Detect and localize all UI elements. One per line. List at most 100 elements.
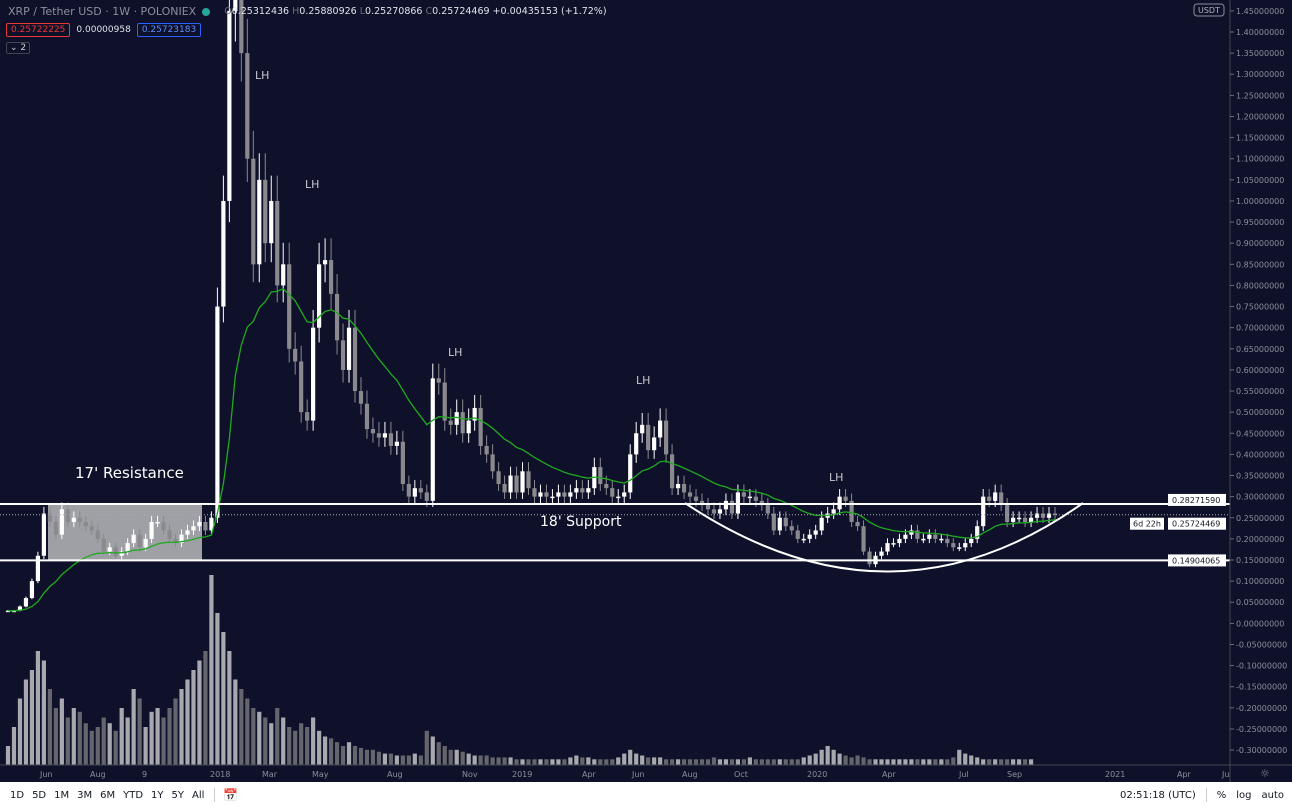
candle-body bbox=[472, 407, 477, 421]
volume-bar bbox=[352, 746, 358, 765]
volume-bar bbox=[801, 757, 806, 765]
range-button-1y[interactable]: 1Y bbox=[151, 789, 164, 801]
price-tick-label: 1.45000000 bbox=[1236, 7, 1284, 16]
volume-bar bbox=[185, 679, 190, 765]
resistance-price-label: 0.28271590 bbox=[1172, 496, 1220, 505]
candle-body bbox=[867, 551, 872, 565]
candle-body bbox=[155, 521, 160, 524]
range-button-all[interactable]: All bbox=[192, 789, 205, 801]
candle-body bbox=[520, 471, 525, 493]
price-tick-label: 0.60000000 bbox=[1236, 366, 1284, 375]
candle-body bbox=[652, 437, 657, 451]
log-toggle[interactable]: log bbox=[1236, 789, 1252, 801]
divider bbox=[1205, 788, 1207, 802]
volume-bar bbox=[532, 759, 537, 765]
volume-bar bbox=[819, 749, 824, 765]
candle-body bbox=[999, 492, 1004, 506]
percent-toggle[interactable]: % bbox=[1216, 789, 1227, 801]
volume-bar bbox=[598, 759, 603, 765]
volume-bar bbox=[939, 759, 944, 765]
price-tick-label: 0.85000000 bbox=[1236, 260, 1284, 269]
candle-body bbox=[508, 475, 513, 493]
candle-body bbox=[777, 517, 782, 531]
candle-body bbox=[598, 467, 603, 484]
candle-body bbox=[311, 327, 316, 421]
volume-bar bbox=[454, 749, 459, 765]
high-value: 0.25880926 bbox=[299, 6, 357, 17]
candle-body bbox=[807, 534, 812, 539]
time-axis-label: Aug bbox=[682, 770, 698, 779]
candle-body bbox=[322, 260, 328, 265]
candle-body bbox=[675, 483, 681, 489]
range-button-1m[interactable]: 1M bbox=[54, 789, 70, 801]
candle-body bbox=[789, 526, 794, 531]
calendar-icon[interactable]: 📅 bbox=[223, 788, 239, 802]
volume-bar bbox=[299, 723, 304, 765]
volume-bar bbox=[687, 759, 693, 765]
range-button-1d[interactable]: 1D bbox=[10, 789, 25, 801]
spread-value: 0.00000958 bbox=[76, 25, 131, 35]
volume-bar bbox=[945, 759, 950, 765]
candle-body bbox=[448, 420, 453, 425]
range-button-5d[interactable]: 5D bbox=[32, 789, 47, 801]
buy-button[interactable]: 0.25723183 bbox=[136, 23, 202, 37]
candle-body bbox=[388, 433, 393, 446]
volume-bar bbox=[927, 759, 932, 765]
range-button-6m[interactable]: 6M bbox=[100, 789, 116, 801]
volume-bar bbox=[807, 755, 812, 765]
price-tick-label: 1.20000000 bbox=[1236, 112, 1284, 121]
price-tick-label: 0.25000000 bbox=[1236, 514, 1284, 523]
volume-bar bbox=[388, 753, 393, 765]
volume-bar bbox=[191, 670, 196, 765]
candle-body bbox=[376, 433, 382, 438]
range-button-5y[interactable]: 5Y bbox=[171, 789, 185, 801]
volume-bar bbox=[538, 759, 543, 765]
candle-body bbox=[167, 530, 172, 539]
price-tick-label: 0.20000000 bbox=[1236, 535, 1284, 544]
candle-body bbox=[658, 420, 663, 438]
price-tick-label: 1.30000000 bbox=[1236, 70, 1284, 79]
candle-body bbox=[101, 538, 106, 552]
candle-body bbox=[65, 509, 70, 522]
candle-body bbox=[945, 538, 950, 544]
candle-body bbox=[1052, 513, 1058, 516]
volume-bar bbox=[891, 759, 896, 765]
range-button-3m[interactable]: 3M bbox=[77, 789, 93, 801]
volume-bar bbox=[747, 757, 752, 765]
volume-bar bbox=[837, 753, 842, 765]
candle-body bbox=[269, 200, 274, 244]
candle-body bbox=[478, 407, 483, 446]
price-tick-label: 1.25000000 bbox=[1236, 91, 1284, 100]
volume-bar bbox=[17, 698, 23, 765]
candle-body bbox=[903, 534, 908, 539]
volume-bar bbox=[125, 717, 130, 765]
candle-body bbox=[622, 492, 627, 497]
candle-body bbox=[670, 454, 675, 489]
price-tick-label: 1.35000000 bbox=[1236, 49, 1284, 58]
candle-body bbox=[879, 551, 884, 556]
indicators-toggle[interactable]: ⌄ 2 bbox=[6, 42, 31, 54]
candle-body bbox=[1011, 517, 1016, 522]
resistance-price-label-bg bbox=[1168, 493, 1226, 506]
price-tick-label: -0.10000000 bbox=[1236, 662, 1287, 671]
volume-bar bbox=[29, 670, 35, 765]
auto-toggle[interactable]: auto bbox=[1261, 789, 1284, 801]
range-button-ytd[interactable]: YTD bbox=[123, 789, 144, 801]
candle-body bbox=[185, 530, 190, 535]
lower-high-label: LH bbox=[448, 346, 462, 359]
clock-readout[interactable]: 02:51:18 (UTC) bbox=[1120, 789, 1196, 801]
candle-body bbox=[412, 488, 417, 497]
candle-body bbox=[538, 492, 543, 497]
volume-bar bbox=[119, 708, 124, 765]
sell-button[interactable]: 0.25722225 bbox=[6, 23, 71, 37]
current-price-label-bg bbox=[1168, 517, 1226, 530]
candle-body bbox=[191, 526, 196, 531]
volume-bar bbox=[586, 757, 591, 765]
volume-bar bbox=[89, 730, 94, 765]
price-tick-label: 0.40000000 bbox=[1236, 450, 1284, 459]
candle-body bbox=[149, 521, 154, 539]
volume-bar bbox=[831, 749, 836, 765]
candle-body bbox=[813, 530, 818, 535]
candle-body bbox=[921, 538, 926, 541]
